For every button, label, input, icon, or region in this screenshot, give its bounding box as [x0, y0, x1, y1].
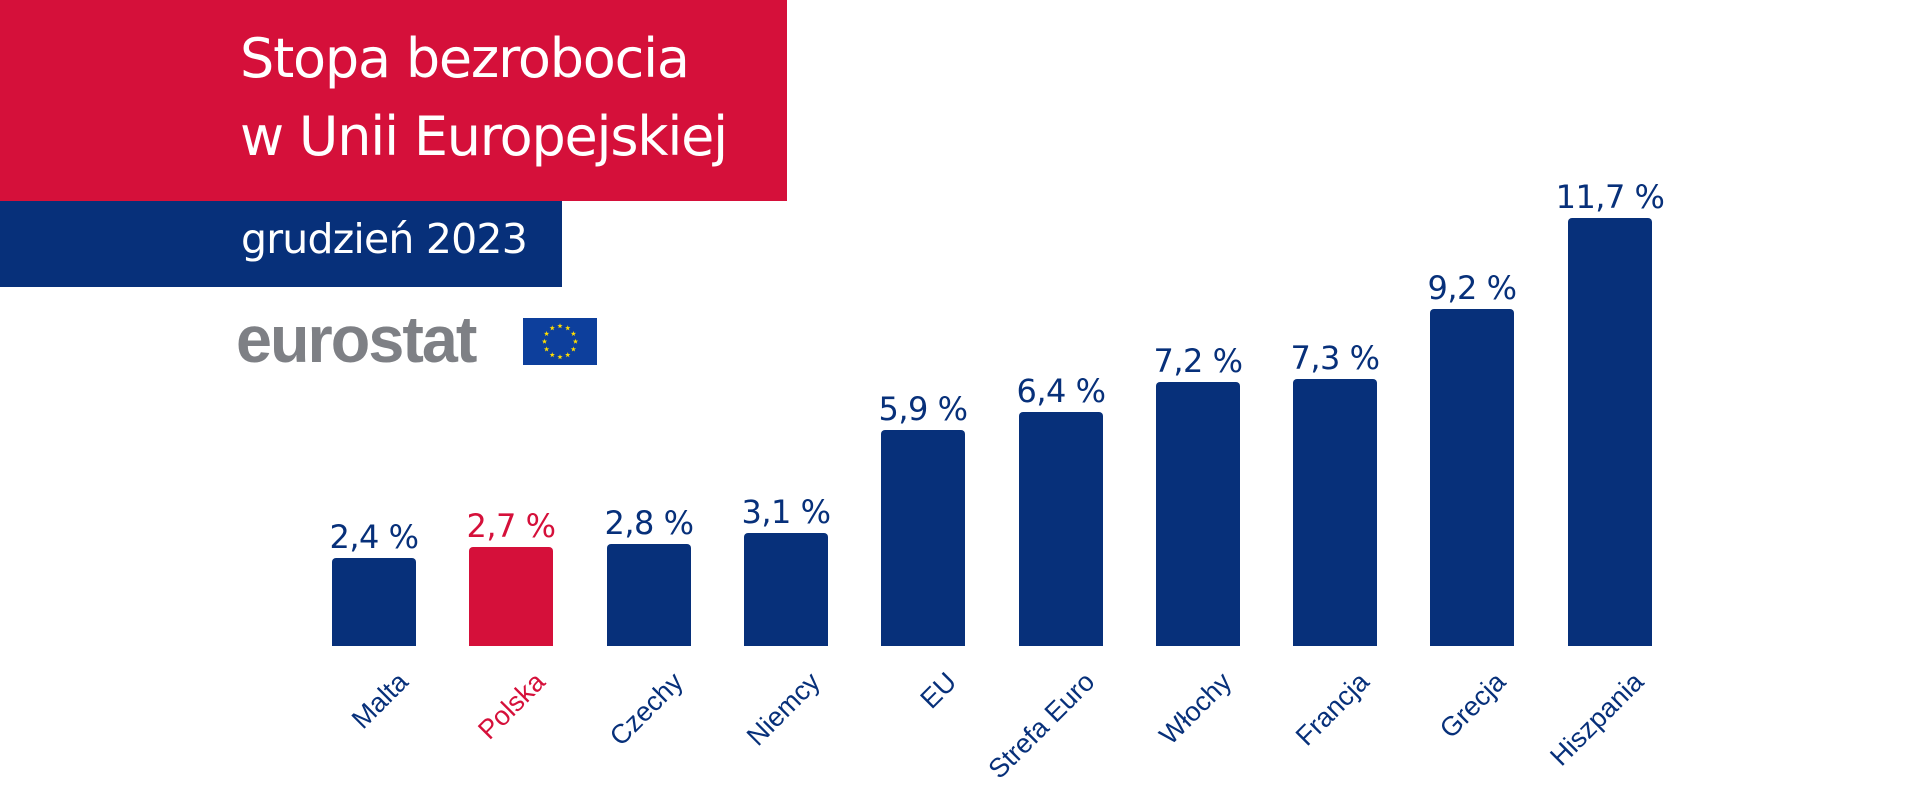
bar-niemcy	[744, 533, 828, 646]
category-label: Niemcy	[740, 666, 826, 752]
eurostat-wordmark: eurostat	[236, 302, 477, 376]
value-label: 5,9 %	[878, 390, 968, 428]
eu-flag-icon	[523, 318, 597, 365]
category-label: Włochy	[1153, 666, 1238, 751]
bar-hiszpania	[1568, 218, 1652, 646]
category-label: Czechy	[603, 666, 689, 752]
bar-polska	[469, 547, 553, 646]
value-label: 3,1 %	[741, 493, 831, 531]
value-label: 2,7 %	[466, 507, 556, 545]
category-label: Francja	[1289, 666, 1375, 752]
value-label: 2,4 %	[329, 518, 419, 556]
chart-subtitle-date: grudzień 2023	[241, 215, 528, 263]
value-label: 7,3 %	[1290, 339, 1380, 377]
value-label: 6,4 %	[1016, 372, 1106, 410]
bar-eu	[881, 430, 965, 646]
category-label: Hiszpania	[1544, 666, 1650, 772]
value-label: 9,2 %	[1427, 269, 1517, 307]
category-label: Polska	[472, 666, 551, 746]
category-label: Strefa Euro	[983, 666, 1101, 785]
bar-włochy	[1156, 382, 1240, 646]
category-label: Malta	[345, 666, 414, 735]
bar-strefa-euro	[1019, 412, 1103, 646]
value-label: 2,8 %	[604, 504, 694, 542]
chart-title-line2: w Unii Europejskiej	[240, 105, 728, 168]
eurostat-logo: eurostat	[236, 306, 606, 372]
bar-czechy	[607, 544, 691, 646]
category-label: Grecja	[1434, 666, 1512, 745]
eu-stars-icon	[541, 323, 579, 360]
category-label: EU	[915, 666, 963, 715]
value-label: 7,2 %	[1153, 342, 1243, 380]
chart-title-line1: Stopa bezrobocia	[240, 27, 690, 90]
bar-francja	[1293, 379, 1377, 646]
title-banner: Stopa bezrobocia w Unii Europejskiej	[0, 0, 787, 201]
bar-grecja	[1430, 309, 1514, 646]
value-label: 11,7 %	[1555, 178, 1665, 216]
date-banner: grudzień 2023	[0, 201, 562, 287]
bar-malta	[332, 558, 416, 646]
